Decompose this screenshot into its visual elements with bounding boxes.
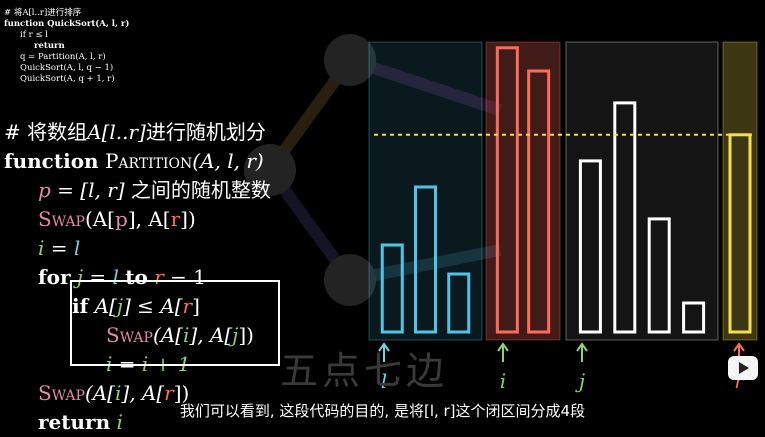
cond-c: ] [192,294,200,318]
array-bar [414,185,437,334]
var-j: j [116,294,124,318]
line-for-loop: for j = l to r − 1 [4,263,271,292]
play-icon[interactable] [728,356,758,380]
array-bar [728,133,752,334]
swap-j: j [232,323,239,347]
var-j: j [76,265,84,289]
le-region [368,41,483,341]
partition-signature: function Partition(A, l, r) [4,147,271,176]
array-bar [380,243,404,334]
var-p: p [38,178,51,202]
graph-node [324,34,376,86]
var-i: i [38,236,45,260]
quicksort-line-3: return [34,41,65,51]
unprocessed-region [565,41,719,341]
graph-node [324,254,376,306]
quicksort-line-5: QuickSort(A, l, q − 1) [20,63,114,73]
cond-a: A[ [94,294,117,318]
swap-i: i [183,323,190,347]
swap-mid: ], A[ [121,381,165,405]
pointer-label-j: j [575,369,585,393]
comment-prefix: # 将数组 [4,120,88,144]
var-i: i [116,410,123,434]
eq: = [50,178,81,202]
graph-node [244,144,296,196]
array-bar [447,272,471,334]
eq: = [83,265,113,289]
pointer-label-r: r [734,369,745,393]
partition-code: # 将数组A[l..r]进行随机划分 function Partition(A,… [4,118,271,437]
quicksort-code: # 将A[l..r]进行排序 function QuickSort(A, l, … [4,8,129,85]
function-keyword: function [4,149,99,173]
for-keyword: for [38,265,71,289]
up-arrow-icon [497,342,509,362]
array-bar [647,217,671,334]
array-bar [578,159,602,334]
graph-edge [348,54,502,116]
graph-edge [265,166,355,284]
swap-mid: ], A[ [189,323,233,347]
var-r: r [182,294,193,318]
var-l: l [112,265,119,289]
swap-r: r [164,381,174,405]
quicksort-line-1: function QuickSort(A, l, r) [4,19,130,29]
swap-name: Swap [38,381,85,405]
var-r: r [154,265,164,289]
quicksort-comment: # 将A[l..r]进行排序 [4,8,82,18]
array-bar [682,301,706,334]
comment-suffix: 进行随机划分 [145,120,266,144]
if-block-highlight [70,280,280,366]
channel-watermark: 五点七边 [280,349,449,393]
pointer-label-i: i [500,369,506,393]
array-bar [613,101,637,334]
range: [l, r] [80,178,125,202]
function-name: Partition [104,149,193,173]
line-init-i: i = l [4,234,271,263]
swap-name: Swap [38,207,85,231]
pointer-label-l: l [381,369,387,393]
swap-close: ]) [180,207,196,231]
eq: = [44,236,74,260]
swap-i: i [115,381,122,405]
swap-open: (A[ [152,323,183,347]
if-keyword: if [72,294,89,318]
swap-close: ]) [238,323,254,347]
quicksort-line-6: QuickSort(A, q + 1, r) [20,74,115,84]
line-if: if A[j] ≤ A[r] [4,292,271,321]
swap-name: Swap [106,323,153,347]
cond-b: ] ≤ A[ [123,294,183,318]
up-arrow-icon [576,342,588,362]
line-swap-ij: Swap(A[i], A[j]) [4,321,271,350]
function-args: (A, l, r) [192,149,264,173]
partition-comment: # 将数组A[l..r]进行随机划分 [4,118,271,147]
swap-open: (A[ [84,207,115,231]
graph-edge [348,244,502,286]
graph-edge [265,56,355,174]
array-bar [527,69,551,334]
pivot-region [722,41,758,341]
subtitle-caption: 我们可以看到, 这段代码的目的, 是将[l, r]这个闭区间分成4段 [179,402,586,420]
line-swap-ir: Swap(A[i], A[r]) [4,379,271,408]
quicksort-line-4: q = Partition(A, l, r) [20,52,106,62]
var-l: l [73,236,81,260]
up-arrow-icon [378,342,390,362]
comment-array: A[l..r] [87,120,146,144]
minus-one: − 1 [163,265,206,289]
swap-mid: ], A[ [127,207,171,231]
background-graph [244,34,502,306]
random-text: 之间的随机整数 [124,178,271,202]
line-random-pivot: p = [l, r] 之间的随机整数 [4,176,271,205]
swap-r: r [170,207,181,231]
to-keyword: to [125,265,148,289]
swap-close: ]) [173,381,190,405]
quicksort-line-2: if r ≤ l [20,30,48,40]
swap-p: p [115,207,128,231]
swap-open: (A[ [84,381,115,405]
array-bar [495,46,519,334]
line-swap-pivot: Swap(A[p], A[r]) [4,205,271,234]
